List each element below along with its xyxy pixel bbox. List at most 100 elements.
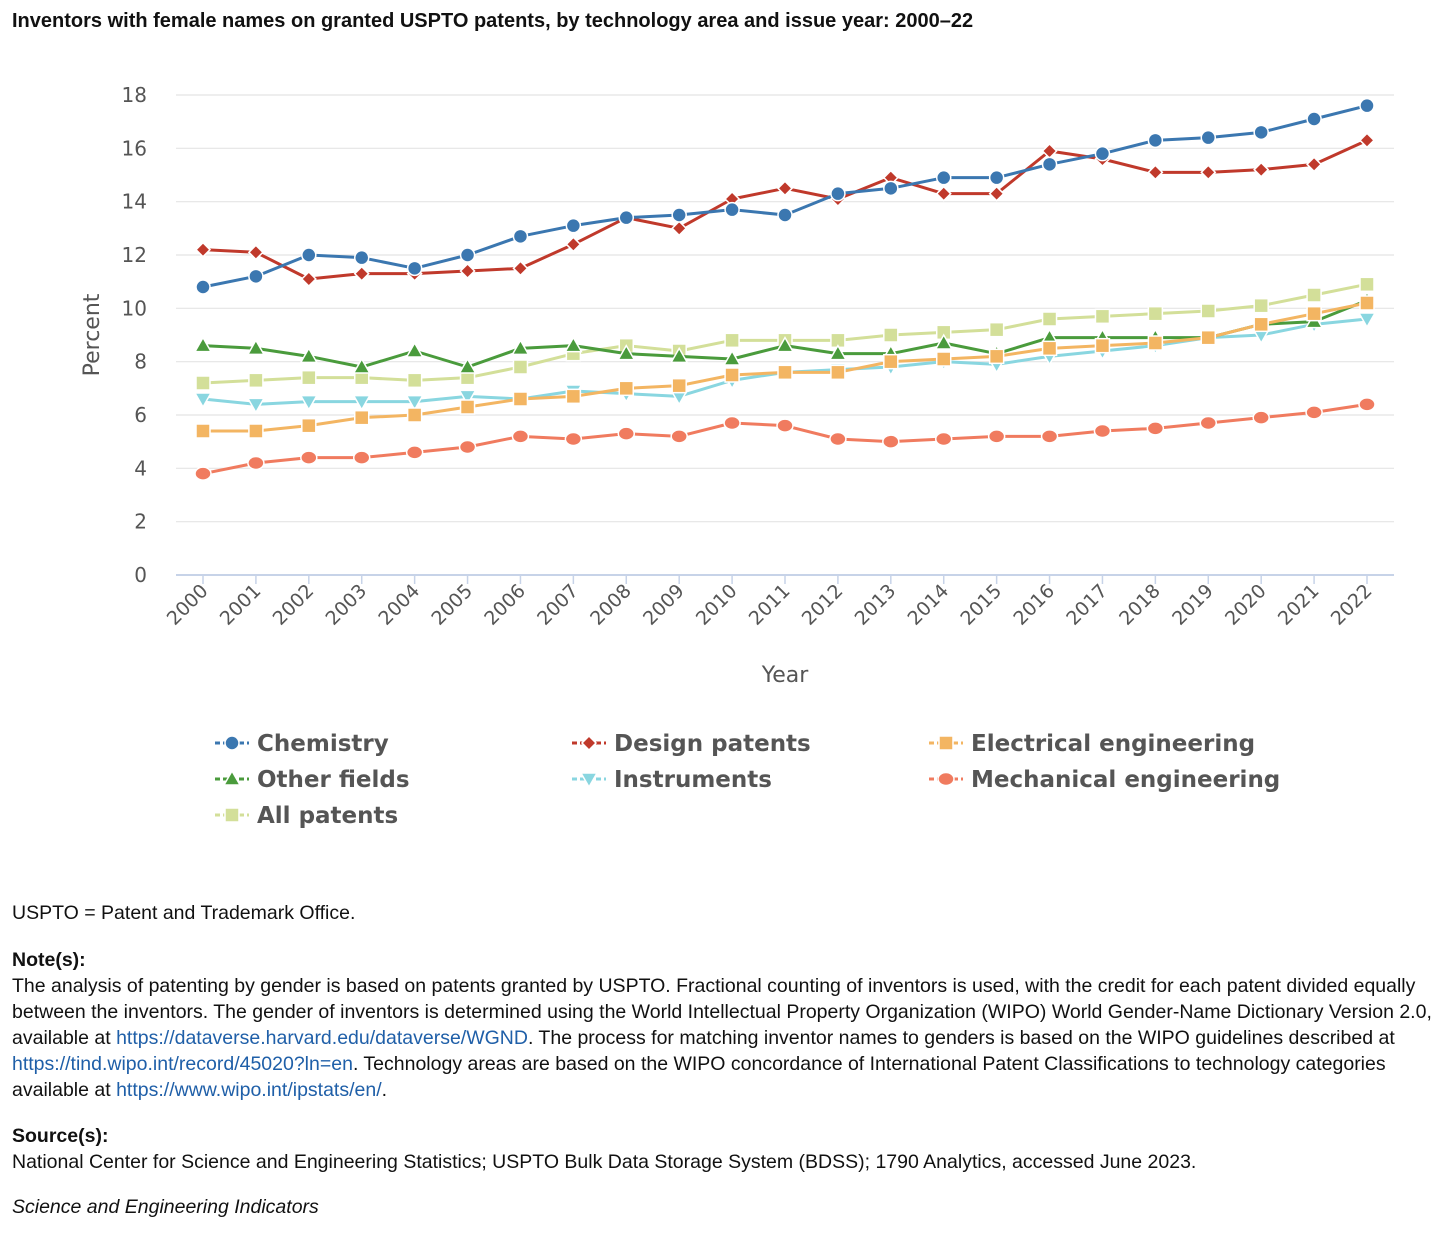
y-tick-label: 16 — [122, 136, 147, 160]
data-point — [353, 265, 370, 282]
data-point — [406, 372, 423, 389]
chart-title: Inventors with female names on granted U… — [12, 10, 974, 32]
credit-text: Science and Engineering Indicators — [12, 1196, 319, 1218]
data-point — [934, 333, 954, 350]
data-point — [830, 185, 846, 202]
x-tick-label: 2003 — [322, 580, 372, 630]
data-point — [246, 397, 266, 414]
data-point — [248, 372, 264, 389]
data-point — [248, 423, 264, 439]
legend-label: Mechanical engineering — [971, 767, 1280, 793]
data-point — [723, 415, 741, 431]
series-lines — [193, 97, 1377, 481]
data-point — [353, 249, 370, 266]
data-point — [459, 399, 476, 415]
data-point — [565, 236, 582, 253]
legend-item-all-patents[interactable]: All patents — [215, 803, 398, 829]
x-tick-label: 2002 — [269, 580, 319, 630]
data-point — [301, 369, 317, 386]
data-point — [1359, 97, 1375, 114]
note-text-part: . — [381, 1079, 388, 1101]
x-tick-label: 2007 — [533, 580, 583, 630]
data-point — [405, 341, 424, 358]
legend-item-other-fields[interactable]: Other fields — [215, 767, 410, 793]
data-point — [1252, 410, 1270, 425]
data-point — [512, 228, 529, 245]
data-point — [776, 180, 794, 197]
legend-marker — [579, 772, 599, 789]
data-point — [1359, 295, 1375, 311]
data-point — [724, 332, 740, 349]
legend-marker — [937, 771, 955, 787]
data-point — [1306, 156, 1323, 173]
legend-item-mechanical-engineering[interactable]: Mechanical engineering — [929, 767, 1280, 793]
x-axis-label: Year — [761, 663, 810, 688]
data-point — [1358, 132, 1376, 149]
note-text-part: The analysis of patenting by gender is b… — [12, 975, 1432, 1049]
data-point — [617, 426, 636, 441]
data-point — [458, 357, 477, 374]
data-point — [511, 429, 530, 444]
data-point — [352, 394, 372, 412]
data-point — [1147, 132, 1164, 149]
x-tick-label: 2021 — [1274, 580, 1324, 630]
data-point — [1253, 161, 1270, 178]
y-tick-label: 4 — [134, 456, 147, 480]
data-point — [828, 344, 848, 361]
note-text-part: . The process for matching inventor name… — [527, 1027, 1395, 1049]
data-point — [1041, 311, 1058, 327]
data-point — [458, 389, 477, 406]
y-tick-label: 14 — [122, 190, 147, 214]
data-point — [195, 375, 211, 391]
wipo-guidelines-link[interactable]: https://tind.wipo.int/record/45020?ln=en — [12, 1053, 353, 1075]
note-heading: Note(s): — [12, 949, 86, 971]
data-point — [883, 180, 899, 197]
legend-item-instruments[interactable]: Instruments — [572, 767, 772, 793]
note-text-part: . Technology areas are based on the WIPO… — [12, 1053, 1386, 1101]
series-mechanical-engineering — [194, 397, 1376, 481]
data-point — [247, 455, 265, 471]
data-point — [1253, 297, 1269, 314]
data-point — [935, 185, 952, 202]
data-point — [195, 423, 211, 439]
data-point — [300, 450, 318, 465]
data-point — [934, 431, 953, 447]
data-point — [1306, 111, 1322, 127]
data-point — [1253, 316, 1269, 333]
x-tick-label: 2000 — [163, 580, 213, 630]
legend-item-electrical-engineering[interactable]: Electrical engineering — [929, 731, 1255, 757]
wipo-ipstats-link[interactable]: https://www.wipo.int/ipstats/en/ — [116, 1079, 382, 1101]
data-point — [194, 241, 212, 258]
wgnd-link[interactable]: https://dataverse.harvard.edu/dataverse/… — [116, 1027, 528, 1049]
data-point — [564, 431, 583, 447]
series-electrical-engineering — [195, 295, 1375, 439]
data-point — [1200, 164, 1217, 181]
data-point — [1040, 429, 1059, 444]
data-point — [353, 409, 370, 426]
data-point — [1306, 287, 1322, 303]
data-point — [618, 380, 635, 397]
data-point — [194, 466, 212, 481]
data-point — [299, 394, 319, 412]
legend-item-chemistry[interactable]: Chemistry — [215, 731, 389, 757]
legend-label: Other fields — [257, 767, 410, 793]
x-tick-label: 2004 — [374, 580, 424, 630]
data-point — [829, 431, 847, 447]
data-point — [459, 262, 476, 280]
data-point — [301, 247, 317, 263]
data-point — [883, 327, 899, 343]
y-tick-label: 0 — [134, 563, 147, 587]
legend-item-design-patents[interactable]: Design patents — [572, 731, 811, 757]
data-point — [564, 336, 583, 353]
y-tick-label: 8 — [134, 350, 147, 374]
data-point — [669, 346, 689, 364]
data-point — [883, 353, 899, 370]
x-tick-label: 2001 — [216, 580, 266, 630]
data-point — [1041, 340, 1058, 357]
legend-marker — [222, 769, 242, 786]
data-point — [1199, 415, 1218, 431]
series-chemistry — [195, 97, 1375, 295]
data-point — [301, 417, 317, 434]
data-point — [195, 279, 211, 295]
line-chart: 0 2 4 6 8 10 12 14 16 18 2000 2001 2002 2003 2004 2005… — [80, 83, 1394, 829]
